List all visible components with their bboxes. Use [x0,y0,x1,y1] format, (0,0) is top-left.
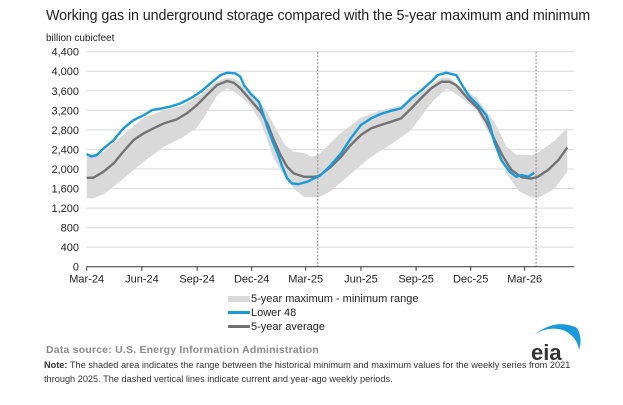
y-tick-label: 4,000 [51,66,79,78]
note-line-2: through 2025. The dashed vertical lines … [44,374,393,384]
x-tick-label: Mar-24 [69,274,104,286]
x-tick-label: Sep-24 [179,274,214,286]
y-tick-label: 0 [73,262,79,274]
series-line-lower48 [86,71,535,186]
y-tick-label: 3,200 [51,105,79,117]
legend-swatch-average [228,325,250,328]
y-tick-label: 2,400 [51,144,79,156]
svg-text:eia: eia [531,340,562,364]
y-tick-label: 800 [61,223,79,235]
legend-item-range: 5-year maximum - minimum range [228,292,418,305]
x-tick-label: Jun-25 [344,274,378,286]
legend-label-lower48: Lower 48 [251,306,297,319]
range-band [86,77,568,199]
x-tick-label: Sep-25 [398,274,433,286]
legend-label-average: 5-year average [251,320,325,333]
legend-swatch-lower48 [228,311,250,314]
y-tick-label: 4,400 [51,47,79,59]
y-tick-label: 1,200 [51,203,79,215]
note-line-1: Note: The shaded area indicates the rang… [44,360,570,370]
legend-swatch-range [228,295,250,302]
legend-label-range: 5-year maximum - minimum range [251,292,419,305]
data-source: Data source: U.S. Energy Information Adm… [46,344,319,356]
eia-logo: eia [531,324,581,364]
y-tick-label: 400 [61,242,79,254]
y-tick-label: 3,600 [51,86,79,98]
legend-item-lower48: Lower 48 [228,306,296,319]
y-tick-label: 1,600 [51,184,79,196]
note-text-1: The shaded area indicates the range betw… [67,360,571,370]
x-tick-label: Jun-24 [125,274,159,286]
y-tick-label: 2,800 [51,125,79,137]
legend-item-average: 5-year average [228,320,325,333]
x-tick-label: Dec-25 [453,274,488,286]
y-tick-label: 2,000 [51,164,79,176]
note-label: Note: [44,360,68,370]
y-axis-unit-label: billion cubicfeet [46,33,115,44]
x-tick-label: Dec-24 [234,274,269,286]
chart-title: Working gas in underground storage compa… [46,8,591,24]
x-tick-label: Mar-26 [507,274,542,286]
x-tick-label: Mar-25 [288,274,323,286]
